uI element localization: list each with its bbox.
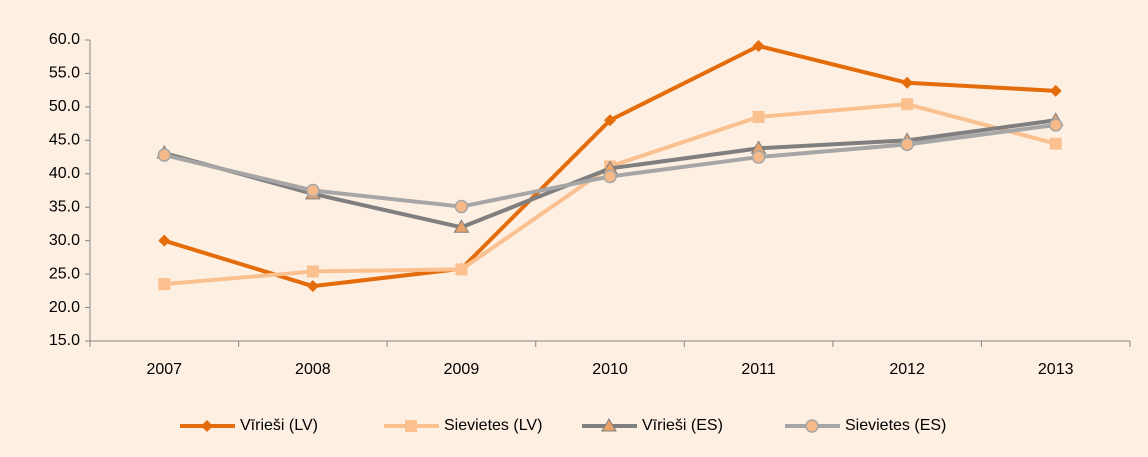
x-tick-label: 2008 xyxy=(295,361,331,378)
marker xyxy=(900,137,914,152)
x-tick-label: 2009 xyxy=(444,361,480,378)
marker xyxy=(306,265,319,278)
y-tick-label: 55.0 xyxy=(49,65,80,82)
legend-label: Vīrieši (ES) xyxy=(642,417,723,434)
marker xyxy=(455,263,468,276)
x-tick-label: 2013 xyxy=(1038,361,1074,378)
legend-label: Sievietes (ES) xyxy=(845,417,946,434)
legend-label: Sievietes (LV) xyxy=(444,417,542,434)
legend-marker xyxy=(405,420,417,432)
marker xyxy=(752,110,765,123)
marker xyxy=(1049,84,1062,97)
x-tick-label: 2010 xyxy=(592,361,628,378)
marker xyxy=(604,114,616,127)
marker xyxy=(453,219,470,233)
y-tick-label: 30.0 xyxy=(49,232,80,249)
marker xyxy=(901,98,914,111)
y-tick-label: 50.0 xyxy=(49,98,80,115)
marker xyxy=(901,76,914,89)
marker xyxy=(306,183,320,198)
marker xyxy=(158,278,171,291)
y-tick-label: 35.0 xyxy=(49,198,80,215)
legend-marker xyxy=(601,418,617,432)
legend-marker xyxy=(201,420,213,432)
y-tick-label: 15.0 xyxy=(49,332,80,349)
marker xyxy=(158,234,171,247)
marker xyxy=(752,40,765,53)
marker xyxy=(1048,118,1063,132)
legend-label: Vīrieši (LV) xyxy=(240,417,318,434)
y-tick-label: 40.0 xyxy=(49,165,80,182)
y-tick-label: 20.0 xyxy=(49,299,80,316)
x-tick-label: 2011 xyxy=(741,361,776,378)
y-tick-label: 25.0 xyxy=(49,265,80,282)
marker xyxy=(751,150,766,164)
marker xyxy=(603,169,617,184)
legend-marker xyxy=(805,419,819,433)
marker xyxy=(1049,137,1062,150)
marker xyxy=(454,199,469,214)
marker xyxy=(306,280,319,293)
x-tick-label: 2012 xyxy=(889,361,925,378)
x-tick-label: 2007 xyxy=(146,361,182,378)
y-tick-label: 45.0 xyxy=(49,132,80,149)
marker xyxy=(157,148,172,162)
y-tick-label: 60.0 xyxy=(49,31,80,48)
